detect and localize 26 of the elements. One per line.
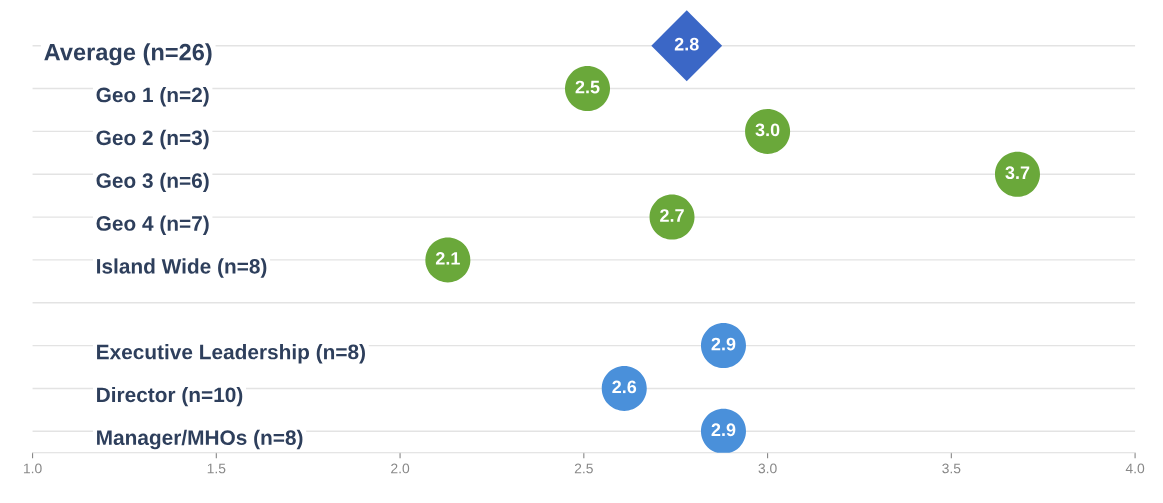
y-tick-label: Director (n=10) [97, 386, 243, 407]
data-label: 3.7 [1005, 166, 1030, 180]
y-tick-label: Island Wide (n=8) [97, 258, 267, 278]
data-label: 2.7 [660, 209, 684, 222]
y-tick-label: Geo 4 (n=7) [96, 215, 209, 235]
y-tick-label: Average (n=26) [44, 43, 212, 66]
data-label: 3.0 [755, 123, 780, 137]
data-label: 2.8 [674, 37, 699, 51]
y-tick-label: Geo 2 (n=3) [96, 129, 209, 150]
y-tick-label: Geo 1 (n=2) [96, 87, 209, 107]
x-tick-label: 3.5 [942, 463, 961, 474]
data-label: 2.9 [711, 337, 736, 351]
x-tick-label: 4.0 [1125, 463, 1145, 474]
data-label: 2.9 [711, 423, 736, 437]
data-label: 2.6 [612, 380, 637, 394]
y-tick-label: Geo 3 (n=6) [96, 172, 209, 193]
data-label: 2.1 [435, 251, 460, 265]
data-label: 2.5 [575, 80, 600, 94]
point [651, 10, 723, 82]
y-tick-label: Manager/MHOs (n=8) [97, 429, 303, 450]
x-tick-label: 1.0 [23, 463, 42, 474]
y-tick-label: Executive Leadership (n=8) [97, 344, 365, 364]
x-tick-label: 3.0 [758, 463, 777, 474]
x-tick-label: 2.5 [574, 463, 593, 474]
x-tick-label: 1.5 [207, 463, 226, 474]
x-tick-label: 2.0 [391, 463, 410, 474]
